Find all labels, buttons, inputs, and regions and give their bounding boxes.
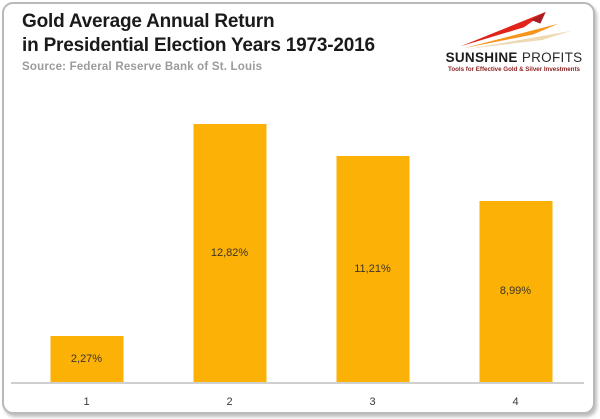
x-tick-label: 4 [512,396,519,408]
logo-name-profits: PROFITS [521,50,583,65]
chart-card: Gold Average Annual Return in Presidenti… [2,2,595,414]
bar-4: 8,99% [479,200,552,382]
source-label: Source: Federal Reserve Bank of St. Loui… [22,61,263,73]
bar-column-2: 12,82% 2 [158,100,301,408]
x-tick-label: 2 [226,396,233,408]
sunshine-profits-logo: SUNSHINE PROFITS Tools for Effective Gol… [443,8,585,73]
x-tick-label: 3 [369,396,376,408]
logo-tagline: Tools for Effective Gold & Silver Invest… [448,66,580,73]
bar-value-label: 8,99% [499,285,532,298]
bar-value-label: 2,27% [70,353,103,366]
logo-name-sunshine: SUNSHINE [445,50,518,65]
bar-value-label: 11,21% [354,263,391,276]
bar-2: 12,82% [193,123,266,382]
chart-plot: 2,27% 1 12,82% 2 11,21% 3 8,99% 4 [15,100,587,408]
bar-1: 2,27% [50,336,123,382]
bar-value-label: 12,82% [210,246,249,259]
chart-title-line2: in Presidential Election Years 1973-2016 [22,35,375,56]
bar-column-1: 2,27% 1 [15,100,158,408]
bar-column-4: 8,99% 4 [444,100,587,408]
bar-column-3: 11,21% 3 [301,100,444,408]
x-tick-label: 1 [83,396,90,408]
bar-3: 11,21% [336,156,409,382]
chart-header: Gold Average Annual Return in Presidenti… [22,10,375,73]
chart-title-line1: Gold Average Annual Return [22,11,275,32]
logo-rays-icon [460,11,572,50]
x-axis-line [11,382,584,384]
logo-name: SUNSHINE PROFITS [443,50,585,65]
